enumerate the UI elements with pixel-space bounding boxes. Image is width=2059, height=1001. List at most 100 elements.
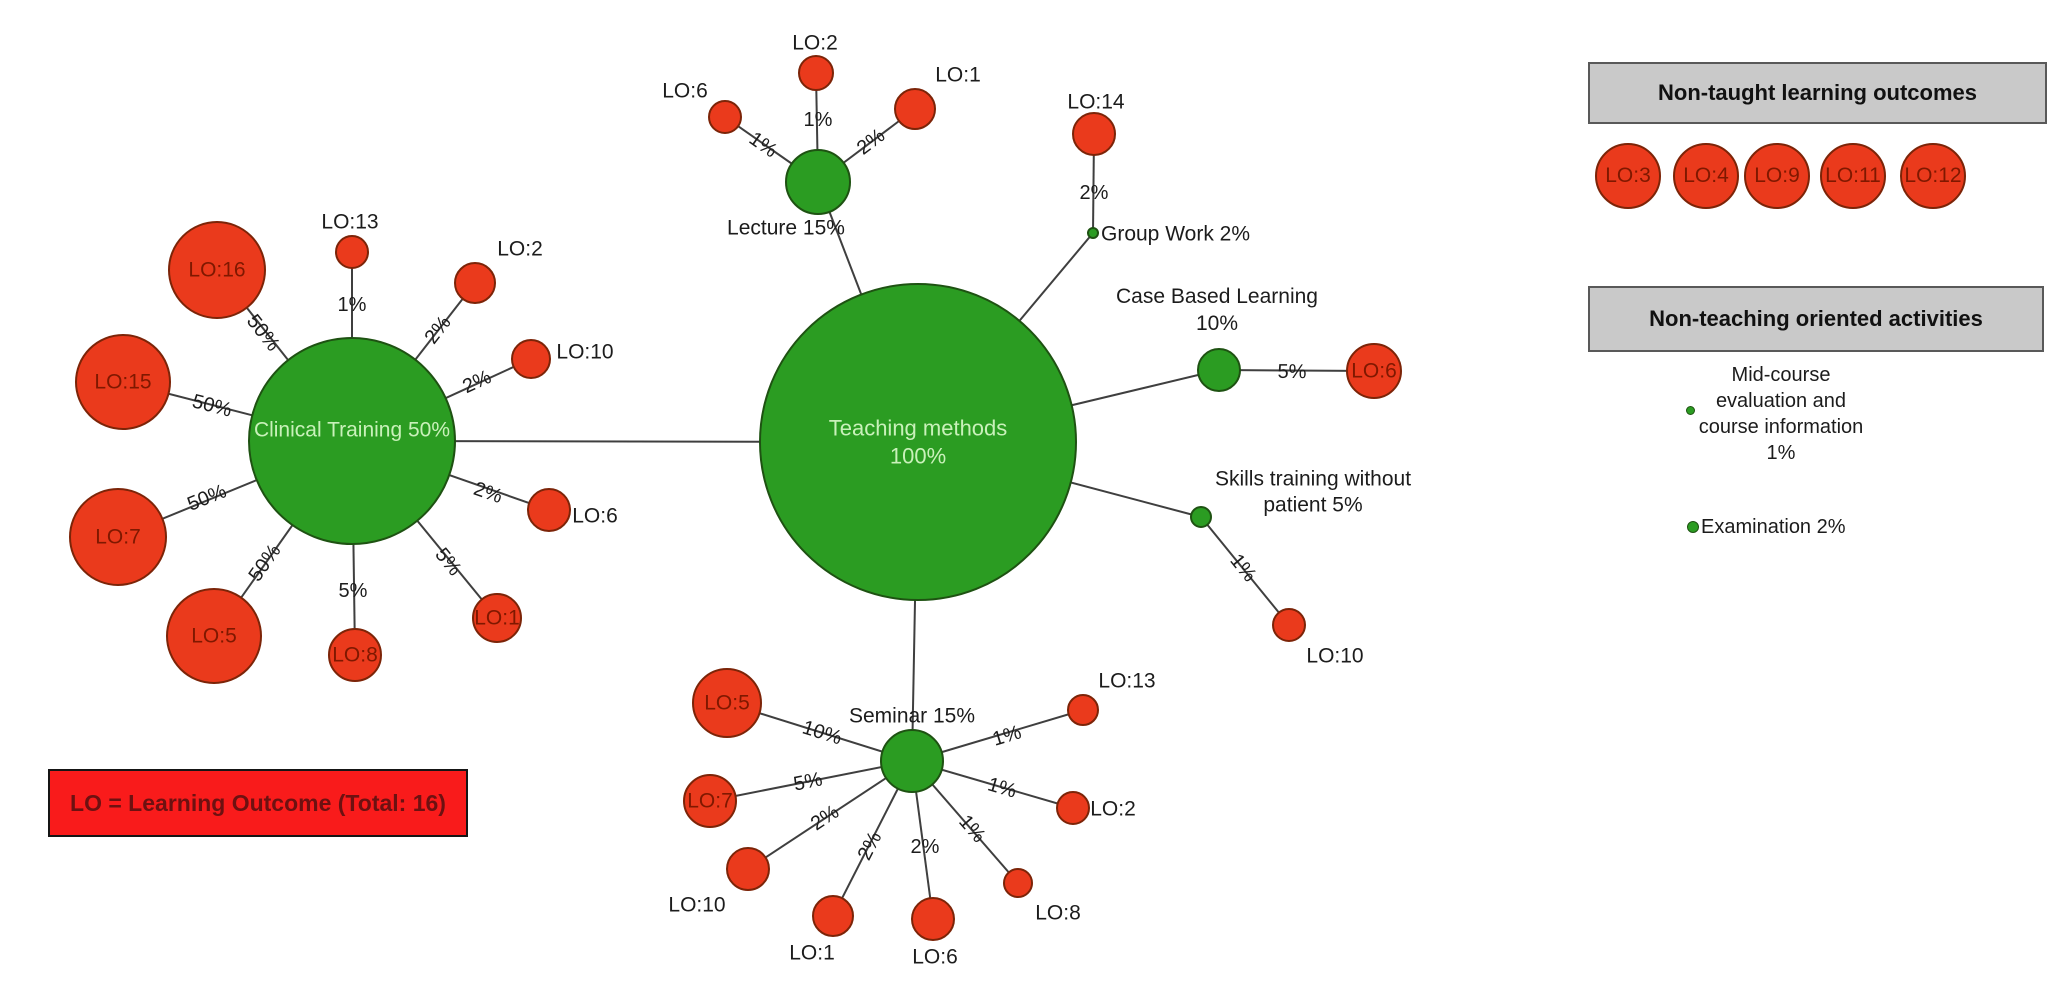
lo-label-sm10: LO:10: [668, 894, 725, 917]
lo-node-cl15: [75, 334, 171, 430]
edge-label-clinical-cl16: 50%: [242, 310, 284, 355]
legend-non-taught-title: Non-taught learning outcomes: [1658, 80, 1977, 105]
lo-node-sm13: [1067, 694, 1099, 726]
edge-label-skills-sk10: 1%: [1225, 550, 1260, 586]
activity-node-groupwork: [1087, 227, 1099, 239]
edge-label-clinical-cl6: 2%: [471, 478, 506, 508]
mid-course-label: Mid-course evaluation and course informa…: [1661, 362, 1901, 466]
edge-label-seminar-sm7: 5%: [792, 768, 825, 795]
lo-label-sm6: LO:6: [912, 946, 958, 969]
lo-node-cl10: [511, 339, 551, 379]
activity-label-casebased: Case Based Learning: [1116, 285, 1318, 308]
edge-label-clinical-cl2: 2%: [420, 312, 455, 348]
lo-node-sm6: [911, 897, 955, 941]
legend-lo-circle: LO:12: [1900, 143, 1966, 209]
mid-course-line: 1%: [1766, 442, 1796, 464]
lo-node-gw14: [1072, 112, 1116, 156]
lo-node-lc1: [894, 88, 936, 130]
activity-node-teaching: [759, 283, 1077, 601]
activity-label-clinical: Clinical Training 50%: [254, 419, 450, 442]
legend-lo-circle: LO:4: [1673, 143, 1739, 209]
edge-skills-sk10: [1200, 516, 1290, 626]
lo-label-sm13: LO:13: [1098, 670, 1155, 693]
lo-node-cl13: [335, 235, 369, 269]
edge-label-clinical-cl13: 1%: [338, 294, 367, 316]
examination-label: Examination 2%: [1701, 516, 1846, 538]
lo-label-cl15: LO:15: [94, 371, 151, 394]
lo-label-cl2: LO:2: [497, 238, 543, 261]
lo-label-cl16: LO:16: [188, 259, 245, 282]
activity-node-seminar: [880, 729, 944, 793]
lo-label-cl6: LO:6: [572, 505, 618, 528]
activity-label-teaching: Teaching methods: [829, 416, 1008, 441]
lo-label-cl7: LO:7: [95, 526, 141, 549]
lo-node-cl7: [69, 488, 167, 586]
edge-label-seminar-sm1: 2%: [854, 828, 887, 864]
lo-label-sm5: LO:5: [704, 692, 750, 715]
lo-node-sm1: [812, 895, 854, 937]
lo-node-sm8: [1003, 868, 1033, 898]
edge-label-clinical-cl10: 2%: [459, 366, 495, 398]
lo-node-cb6: [1346, 343, 1402, 399]
edge-label-lecture-lc1: 2%: [853, 124, 889, 159]
lo-node-cl16: [168, 221, 266, 319]
lo-label-gw14: LO:14: [1067, 91, 1125, 114]
legend-lo-circle: LO:3: [1595, 143, 1661, 209]
lo-label-cl8: LO:8: [332, 644, 378, 667]
legend-non-teaching-header: Non-teaching oriented activities: [1588, 286, 2044, 352]
lo-label-lc6: LO:6: [662, 80, 708, 103]
lo-node-sk10: [1272, 608, 1306, 642]
lo-abbreviation-note-text: LO = Learning Outcome (Total: 16): [70, 789, 446, 816]
edge-label-lecture-lc6: 1%: [745, 128, 781, 163]
lo-label-lc2: LO:2: [792, 32, 838, 55]
lo-label-cl10: LO:10: [556, 341, 613, 364]
edge-seminar-sm7: [709, 760, 913, 802]
lo-label-sm2: LO:2: [1090, 798, 1136, 821]
lo-node-cl6: [527, 488, 571, 532]
lo-label-sk10: LO:10: [1306, 645, 1363, 668]
lo-node-cl1: [472, 593, 522, 643]
lo-node-lc6: [708, 100, 742, 134]
edge-seminar-sm10: [747, 760, 913, 870]
activity-label-seminar: Seminar 15%: [849, 705, 975, 728]
edge-label-seminar-sm6: 2%: [911, 836, 940, 858]
edge-label-seminar-sm10: 2%: [807, 801, 843, 835]
mid-course-line: Mid-course: [1731, 364, 1831, 386]
lo-node-sm10: [726, 847, 770, 891]
edge-label-clinical-cl8: 5%: [339, 580, 368, 602]
mid-course-activity-dot: [1686, 406, 1695, 415]
edge-label-seminar-sm2: 1%: [985, 773, 1019, 802]
edge-label-clinical-cl15: 50%: [190, 390, 234, 421]
lo-node-lc2: [798, 55, 834, 91]
edge-label-clinical-cl7: 50%: [184, 480, 230, 516]
activity-label-casebased: 10%: [1196, 312, 1238, 335]
edge-label-seminar-sm13: 1%: [990, 721, 1024, 750]
edge-label-groupwork-gw14: 2%: [1080, 182, 1109, 204]
activity-node-skills: [1190, 506, 1212, 528]
lo-node-cl5: [166, 588, 262, 684]
activity-node-casebased: [1197, 348, 1241, 392]
lo-label-sm8: LO:8: [1035, 902, 1081, 925]
activity-label-teaching: 100%: [890, 444, 946, 469]
lo-label-sm1: LO:1: [789, 942, 835, 965]
legend-lo-circle: LO:11: [1820, 143, 1886, 209]
activity-node-lecture: [785, 149, 851, 215]
lo-label-cb6: LO:6: [1351, 360, 1397, 383]
lo-node-sm2: [1056, 791, 1090, 825]
lo-label-cl1: LO:1: [474, 607, 520, 630]
activity-label-skills: Skills training without: [1215, 468, 1411, 491]
lo-label-cl13: LO:13: [321, 211, 378, 234]
legend-lo-circle: LO:9: [1744, 143, 1810, 209]
lo-label-cl5: LO:5: [191, 625, 237, 648]
edge-label-casebased-cb6: 5%: [1277, 361, 1306, 383]
lo-label-lc1: LO:1: [935, 64, 981, 87]
activity-label-lecture: Lecture 15%: [727, 217, 845, 240]
lo-node-sm5: [692, 668, 762, 738]
lo-node-cl2: [454, 262, 496, 304]
edge-label-clinical-cl5: 50%: [244, 540, 285, 586]
activity-label-groupwork: Group Work 2%: [1101, 223, 1250, 246]
legend-non-taught-header: Non-taught learning outcomes: [1588, 62, 2047, 124]
mid-course-line: evaluation and: [1715, 390, 1847, 412]
